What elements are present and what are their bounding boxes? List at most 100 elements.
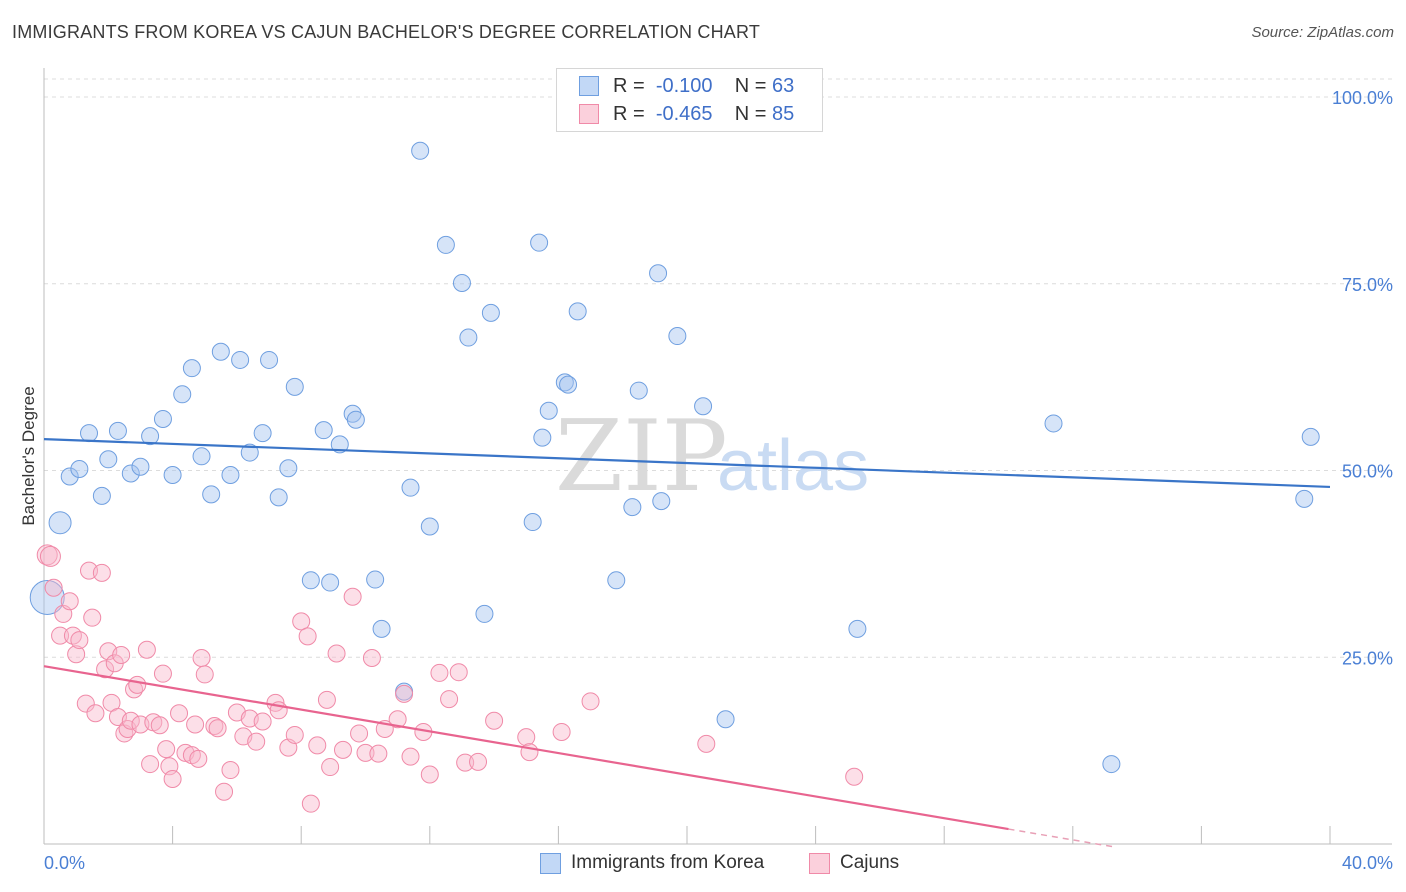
point-cajuns <box>395 684 414 703</box>
series-cajuns <box>36 544 864 813</box>
point-cajuns <box>112 646 131 665</box>
point-korea <box>202 485 221 504</box>
legend-r-value: -0.100 <box>655 74 713 97</box>
point-cajuns <box>189 749 208 768</box>
point-cajuns <box>128 675 147 694</box>
point-korea <box>70 460 89 479</box>
point-korea <box>29 579 65 615</box>
point-korea <box>694 397 713 416</box>
point-cajuns <box>298 627 317 646</box>
point-cajuns <box>96 660 115 679</box>
point-cajuns <box>163 770 182 789</box>
point-korea <box>182 359 201 378</box>
point-cajuns <box>221 761 240 780</box>
point-cajuns <box>86 704 105 723</box>
point-korea <box>452 274 471 293</box>
point-korea <box>99 450 118 469</box>
point-cajuns <box>308 736 327 755</box>
y-tick-label: 75.0% <box>1342 275 1393 295</box>
point-korea <box>459 328 478 347</box>
point-cajuns <box>195 665 214 684</box>
point-korea <box>1295 489 1314 508</box>
point-korea <box>652 492 671 511</box>
point-korea <box>555 373 574 392</box>
legend-r-label: R = <box>613 102 645 125</box>
point-korea <box>141 427 160 446</box>
point-korea <box>131 457 150 476</box>
point-korea <box>623 498 642 517</box>
point-korea <box>716 710 735 729</box>
point-korea <box>668 327 687 346</box>
point-cajuns <box>186 715 205 734</box>
point-korea <box>269 488 288 507</box>
point-cajuns <box>285 725 304 744</box>
watermark: ZIP atlas <box>555 400 869 514</box>
point-cajuns <box>121 711 140 730</box>
x-tick-label: 40.0% <box>1342 853 1393 873</box>
y-axis-title: Bachelor's Degree <box>19 386 38 525</box>
point-cajuns <box>301 794 320 813</box>
legend-row-cajuns: R = -0.465 N = 85 <box>579 101 794 127</box>
point-korea <box>60 467 79 486</box>
legend-swatch-korea <box>579 76 599 96</box>
point-korea <box>436 235 455 254</box>
point-korea <box>121 464 140 483</box>
bottom-legend: Immigrants from Korea Cajuns <box>0 852 1406 878</box>
point-korea <box>279 459 298 478</box>
point-korea <box>108 421 127 440</box>
x-tick-label: 0.0% <box>44 853 85 873</box>
chart-title: IMMIGRANTS FROM KOREA VS CAJUN BACHELOR'… <box>12 22 761 42</box>
bottom-legend-swatch-cajuns <box>809 852 830 874</box>
point-cajuns <box>215 782 234 801</box>
point-cajuns <box>76 694 95 713</box>
point-korea <box>568 302 587 321</box>
point-cajuns <box>67 645 86 664</box>
point-korea <box>314 421 333 440</box>
legend-row-korea: R = -0.100 N = 63 <box>579 73 794 99</box>
point-cajuns <box>420 765 439 784</box>
gridlines <box>44 78 1392 658</box>
point-korea <box>475 604 494 623</box>
bottom-legend-korea: Immigrants from Korea <box>540 852 764 874</box>
point-cajuns <box>327 644 346 663</box>
point-korea <box>301 571 320 590</box>
point-cajuns <box>157 740 176 759</box>
bottom-legend-korea-label: Immigrants from Korea <box>571 852 765 873</box>
bottom-legend-cajuns-label: Cajuns <box>840 852 900 873</box>
point-cajuns <box>150 716 169 735</box>
point-korea <box>221 465 240 484</box>
point-korea <box>163 465 182 484</box>
point-korea <box>607 571 626 590</box>
point-cajuns <box>517 728 536 747</box>
point-korea <box>523 513 542 532</box>
point-korea <box>481 303 500 322</box>
point-cajuns <box>137 640 156 659</box>
point-korea <box>366 570 385 589</box>
point-korea <box>285 377 304 396</box>
point-korea <box>321 573 340 592</box>
point-cajuns <box>92 563 111 582</box>
point-cajuns <box>192 648 211 667</box>
point-korea <box>192 447 211 466</box>
point-korea <box>1301 427 1320 446</box>
point-cajuns <box>333 740 352 759</box>
trend-line-cajuns-extension <box>1008 828 1115 848</box>
point-cajuns <box>388 710 407 729</box>
legend-n-value: 85 <box>772 102 795 125</box>
legend-n-label: N = <box>734 74 767 97</box>
point-cajuns <box>44 578 63 597</box>
point-korea <box>48 511 72 535</box>
point-cajuns <box>449 663 468 682</box>
point-korea <box>420 517 439 536</box>
point-cajuns <box>153 664 172 683</box>
point-cajuns <box>552 722 571 741</box>
point-korea <box>649 264 668 283</box>
point-korea <box>92 486 111 505</box>
point-cajuns <box>469 752 488 771</box>
point-korea <box>80 424 99 443</box>
point-korea <box>343 404 362 423</box>
point-korea <box>629 381 648 400</box>
point-korea <box>530 233 549 252</box>
point-cajuns <box>362 648 381 667</box>
